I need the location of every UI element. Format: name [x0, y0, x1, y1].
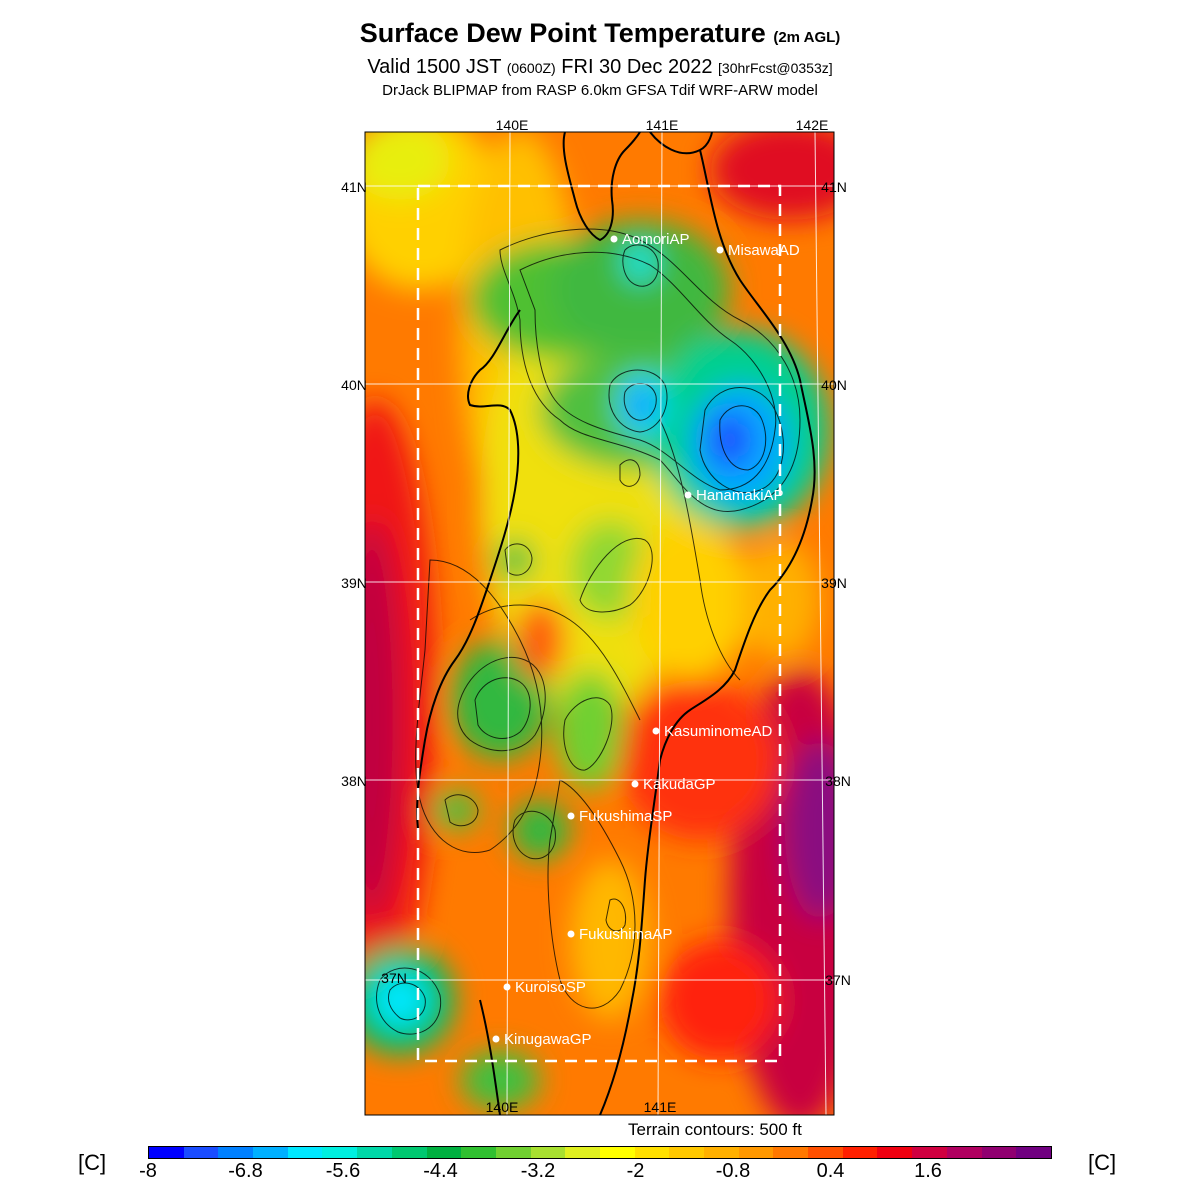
station-misawa: MisawaAD: [716, 242, 800, 259]
station-label: KinugawaGP: [504, 1031, 592, 1048]
station-kakuda: KakudaGP: [631, 776, 716, 793]
station-hanamaki: HanamakiAP: [684, 487, 784, 504]
terrain-contours: [376, 228, 801, 1035]
colorbar-segment: [287, 1147, 323, 1158]
map-field: [365, 132, 834, 1115]
station-dot: [684, 491, 692, 499]
valid-date: FRI 30 Dec 2022: [561, 56, 713, 78]
lat-left-37: 37N: [381, 970, 407, 986]
colorbar-segment: [599, 1147, 635, 1158]
station-dot: [631, 780, 639, 788]
station-dot: [610, 235, 618, 243]
colorbar-segment: [391, 1147, 427, 1158]
colorbar-segment: [634, 1147, 670, 1158]
colorbar-segment: [218, 1147, 254, 1158]
model-description: DrJack BLIPMAP from RASP 6.0km GFSA Tdif…: [382, 82, 818, 99]
lon-bottom-141: 141E: [644, 1099, 677, 1115]
station-kinugawa: KinugawaGP: [492, 1031, 592, 1048]
colorbar-segment: [530, 1147, 566, 1158]
station-dot: [492, 1035, 500, 1043]
colorbar-segment: [322, 1147, 358, 1158]
station-dot: [567, 812, 575, 820]
colorbar-segment: [253, 1147, 288, 1158]
station-dot: [652, 727, 660, 735]
colorbar-segment: [495, 1147, 531, 1158]
inner-domain-box: [416, 184, 782, 1063]
colorbar-tick-label: 1.6: [914, 1160, 942, 1182]
colorbar-segment: [842, 1147, 878, 1158]
lat-left-40: 40N: [341, 377, 367, 393]
lat-right-40: 40N: [821, 377, 847, 393]
station-kuroiso: KuroisoSP: [503, 979, 586, 996]
station-label: KakudaGP: [643, 776, 716, 793]
stations: AomoriAP MisawaAD HanamakiAP KasuminomeA…: [492, 231, 800, 1048]
map-frame: [364, 131, 835, 1116]
colorbar-unit-right: [C]: [1088, 1150, 1117, 1175]
colorbar-tick-label: -6.8: [228, 1160, 263, 1182]
title-suffix: (2m AGL): [773, 29, 841, 46]
colorbar-tick-label: -4.4: [423, 1160, 458, 1182]
colorbar-tick-label: 0.4: [816, 1160, 845, 1182]
colorbar-tick-label: -2: [626, 1160, 645, 1182]
station-fukushima-sp: FukushimaSP: [567, 808, 672, 825]
valid-utc: (0600Z): [506, 60, 556, 76]
station-kasuminome: KasuminomeAD: [652, 723, 773, 740]
axis-labels: 140E 141E 142E 140E 141E 41N 40N 39N 38N…: [341, 117, 851, 1115]
colorbar-segment: [183, 1147, 219, 1158]
colorbar-tick-label: -5.6: [325, 1160, 361, 1182]
station-label: FukushimaSP: [579, 808, 672, 825]
station-label: FukushimaAP: [579, 926, 672, 943]
station-fukushima-ap: FukushimaAP: [567, 926, 672, 943]
colorbar-unit-left: [C]: [78, 1150, 107, 1175]
lon-top-141: 141E: [646, 117, 679, 133]
station-aomori: AomoriAP: [610, 231, 690, 248]
colorbar-segment: [738, 1147, 774, 1158]
colorbar-segment: [357, 1147, 392, 1158]
lon-top-140: 140E: [496, 117, 529, 133]
colorbar-tick-label: -3.2: [520, 1160, 556, 1182]
station-label: KasuminomeAD: [664, 723, 773, 740]
colorbar-segment: [704, 1147, 739, 1158]
station-label: MisawaAD: [728, 242, 800, 259]
lon-bottom-140: 140E: [486, 1099, 519, 1115]
station-label: AomoriAP: [622, 231, 690, 248]
terrain-contour-note: Terrain contours: 500 ft: [628, 1120, 802, 1139]
lat-right-38: 38N: [825, 773, 851, 789]
lat-left-39: 39N: [341, 575, 367, 591]
lat-left-38: 38N: [341, 773, 367, 789]
colorbar-segment: [461, 1147, 496, 1158]
colorbar-segment: [877, 1147, 913, 1158]
station-dot: [503, 983, 511, 991]
station-dot: [567, 930, 575, 938]
valid-time: Valid 1500 JST (0600Z) FRI 30 Dec 2022 […: [0, 56, 1200, 79]
colorbar-segment: [426, 1147, 462, 1158]
colorbar-tick-label: -0.8: [715, 1160, 751, 1182]
station-label: HanamakiAP: [696, 487, 784, 504]
colorbar-segment: [981, 1147, 1017, 1158]
lon-top-142: 142E: [796, 117, 829, 133]
lat-right-41: 41N: [821, 179, 847, 195]
colorbar-segment: [773, 1147, 809, 1158]
colorbar-segment: [808, 1147, 843, 1158]
colorbar-ticks: -8 -6.8 -5.6 -4.4 -3.2 -2 -0.8 0.4 1.6: [139, 1160, 1050, 1190]
lat-right-37: 37N: [825, 972, 851, 988]
colorbar-tick-label: -8: [139, 1160, 157, 1182]
colorbar-segment: [946, 1147, 982, 1158]
lat-right-39: 39N: [821, 575, 847, 591]
valid-prefix: Valid 1500 JST: [367, 56, 502, 78]
title-main-text: Surface Dew Point Temperature: [359, 18, 766, 48]
colorbar-segment: [912, 1147, 947, 1158]
colorbar: [148, 1146, 1052, 1159]
chart-title: Surface Dew Point Temperature (2m AGL): [0, 18, 1200, 49]
graticule: [365, 132, 834, 1115]
valid-forecast: [30hrFcst@0353z]: [718, 60, 833, 76]
colorbar-segment: [669, 1147, 704, 1158]
colorbar-segment: [565, 1147, 600, 1158]
colorbar-segment: [149, 1147, 184, 1158]
colorbar-segment: [1016, 1147, 1051, 1158]
station-label: KuroisoSP: [515, 979, 586, 996]
lat-left-41: 41N: [341, 179, 367, 195]
station-dot: [716, 246, 724, 254]
